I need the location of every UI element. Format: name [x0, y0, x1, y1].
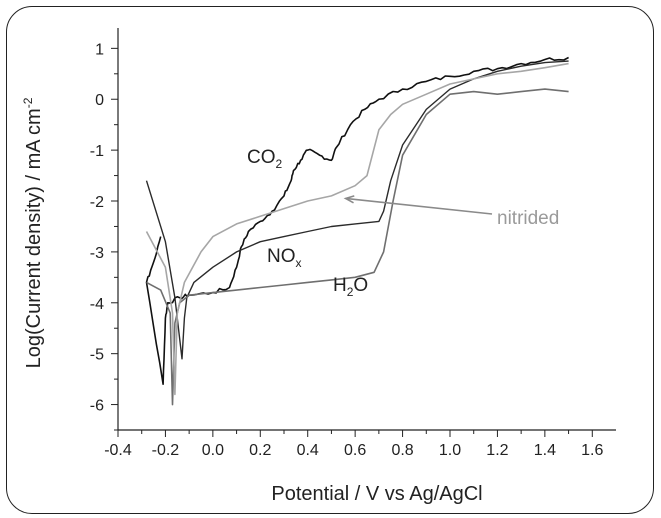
series-line-nitrided	[145, 62, 569, 396]
y-tick-label: -6	[90, 398, 104, 415]
y-axis-label: Log(Current density) / mA cm-2	[21, 97, 45, 368]
y-tick-label: -3	[90, 245, 104, 262]
x-tick-label: 0.0	[202, 442, 224, 459]
series-group	[145, 56, 569, 406]
x-tick-label: 0.6	[344, 442, 366, 459]
x-tick-label: -0.4	[104, 442, 132, 459]
annotation-arrowhead	[343, 195, 355, 204]
x-axis-label: Potential / V vs Ag/AgCl	[271, 483, 482, 505]
x-tick-label: -0.2	[152, 442, 180, 459]
series-label-nitrided: nitrided	[497, 208, 559, 229]
x-tick-label: 1.0	[439, 442, 461, 459]
x-tick-label: 0.8	[391, 442, 413, 459]
y-tick-label: -2	[90, 194, 104, 211]
x-tick-label: 0.2	[249, 442, 271, 459]
axes: -0.4 -0.2 0.0 0.2 0.4 0.6 0.8 1.0 1.2 1.4 1.6 1 0 -1 -…	[90, 28, 616, 459]
y-tick-label: 0	[95, 92, 104, 109]
x-tick-label: 0.4	[297, 442, 319, 459]
series-line-h2o	[146, 88, 569, 406]
x-tick-label: 1.6	[581, 442, 603, 459]
series-line-co2	[145, 56, 569, 386]
y-tick-label: -1	[90, 143, 104, 160]
x-tick-label: 1.2	[486, 442, 508, 459]
series-label-co2: CO2	[247, 147, 283, 171]
x-tick-label: 1.4	[534, 442, 556, 459]
y-tick-label: -4	[90, 296, 104, 313]
annotation-arrow	[345, 197, 493, 215]
y-tick-label: 1	[95, 41, 104, 58]
series-label-nox: NOx	[267, 246, 302, 270]
series-label-h2o: H2O	[333, 275, 368, 299]
y-tick-label: -5	[90, 347, 104, 364]
figure-frame	[6, 6, 654, 514]
series-labels: CO2 NOx H2O nitrided	[247, 147, 559, 299]
